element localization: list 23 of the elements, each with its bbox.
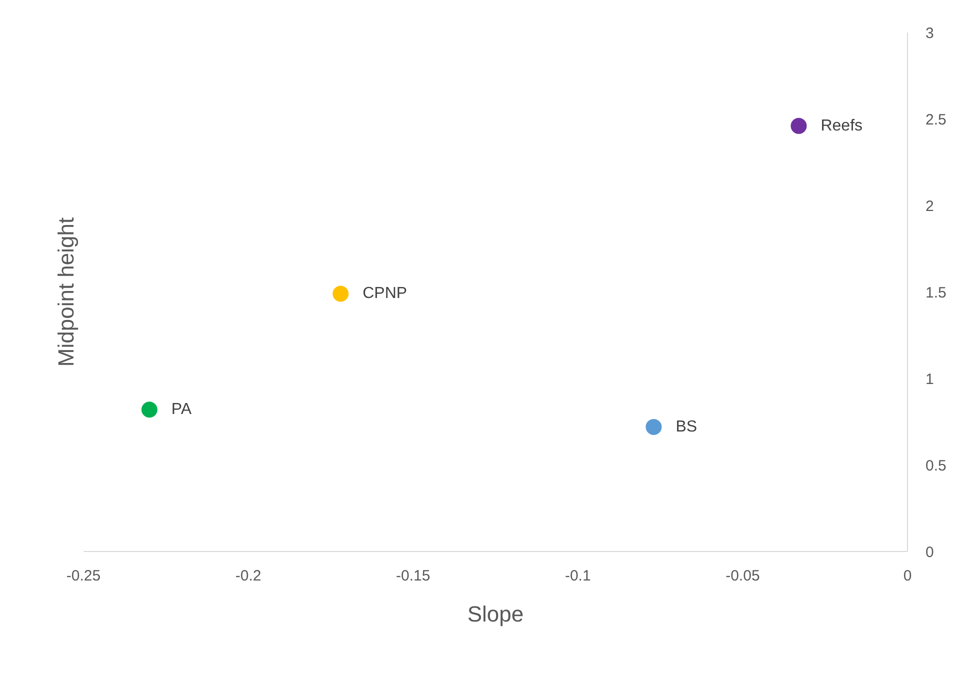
y-tick-label: 2	[926, 198, 934, 215]
y-axis-title: Midpoint height	[54, 217, 78, 367]
y-tick-label: 3	[926, 25, 934, 42]
x-tick-label: -0.05	[726, 568, 760, 584]
y-tick-label: 0	[926, 544, 934, 561]
x-tick-label: -0.25	[66, 568, 101, 584]
point	[646, 418, 662, 435]
x-axis-title: Slope	[467, 602, 524, 626]
series-label: CPNP	[362, 285, 408, 302]
series-label: PA	[171, 401, 192, 418]
x-tick-label: -0.1	[564, 568, 591, 584]
y-tick-label: 0.5	[926, 458, 946, 474]
y-tick-label: 1.5	[926, 284, 946, 302]
x-tick-label: -0.2	[235, 568, 262, 584]
series-label: Reefs	[820, 117, 863, 134]
x-tick-label: -0.15	[396, 568, 430, 584]
y-tick-label: 1	[926, 371, 934, 388]
point	[141, 402, 158, 418]
series-label: BS	[676, 418, 698, 436]
x-tick-label: 0	[903, 568, 912, 584]
y-tick-label: 2.5	[926, 112, 946, 128]
point	[790, 118, 807, 134]
point	[332, 286, 349, 302]
